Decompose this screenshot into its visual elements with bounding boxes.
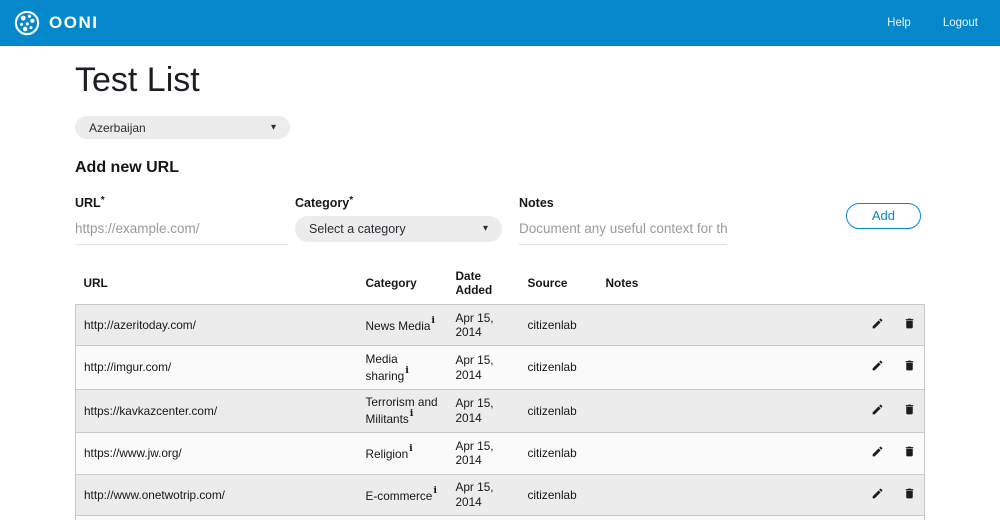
chevron-down-icon: ▾ — [270, 121, 276, 133]
required-asterisk: * — [100, 195, 105, 206]
category-cell: News Mediai — [365, 314, 436, 333]
url-cell: https://kavkazcenter.com/ — [84, 403, 218, 418]
url-cell: http://www.onetwotrip.com/ — [84, 487, 225, 502]
notes-cell — [598, 433, 847, 474]
url-field-label: URL* — [75, 195, 105, 210]
table-row: https://www.azadliq.info/ News Mediai Ap… — [75, 515, 925, 520]
add-url-heading: Add new URL — [75, 159, 179, 176]
url-table-body: http://azeritoday.com/ News Mediai Apr 1… — [75, 304, 925, 520]
notes-cell — [598, 305, 847, 346]
add-button[interactable]: Add — [845, 203, 921, 229]
source-cell: citizenlab — [527, 403, 577, 418]
row-actions — [847, 305, 925, 346]
category-field-label: Category* — [295, 195, 354, 210]
url-field-group: URL* — [75, 195, 288, 245]
url-cell: https://www.jw.org/ — [84, 446, 182, 461]
help-link[interactable]: Help — [887, 17, 911, 29]
category-cell: Religioni — [365, 443, 413, 462]
chevron-down-icon: ▾ — [482, 223, 488, 234]
edit-icon[interactable] — [871, 445, 884, 458]
source-cell: citizenlab — [527, 317, 577, 332]
row-actions — [847, 474, 925, 515]
delete-icon[interactable] — [903, 487, 916, 500]
notes-cell — [598, 516, 847, 520]
url-cell: http://azeritoday.com/ — [84, 317, 196, 332]
ooni-logo-link[interactable]: OONI — [14, 10, 98, 36]
notes-cell — [598, 346, 847, 389]
required-asterisk: * — [349, 195, 354, 206]
notes-field-label: Notes — [519, 196, 554, 210]
row-actions — [847, 516, 925, 520]
column-header-date: Date Added — [455, 269, 493, 297]
info-icon[interactable]: i — [431, 314, 436, 326]
edit-icon[interactable] — [871, 317, 884, 330]
date-added-cell: Apr 10, 2017 — [448, 516, 520, 520]
date-added-cell: Apr 15, 2014 — [455, 396, 494, 426]
country-selector[interactable]: Azerbaijan ▾ — [75, 116, 290, 139]
table-row: http://imgur.com/ Media sharingi Apr 15,… — [75, 345, 925, 390]
logout-link[interactable]: Logout — [942, 17, 978, 29]
category-cell: Media sharingi — [365, 351, 409, 383]
delete-icon[interactable] — [903, 359, 916, 372]
top-navigation-bar: OONI Help Logout — [0, 0, 1000, 46]
info-icon[interactable]: i — [409, 408, 414, 420]
table-row: http://www.onetwotrip.com/ E-commercei A… — [75, 474, 925, 516]
info-icon[interactable]: i — [433, 484, 437, 496]
column-header-url: URL — [83, 276, 108, 290]
edit-icon[interactable] — [871, 403, 884, 416]
category-cell: News Mediai — [358, 516, 448, 520]
row-actions — [847, 346, 925, 389]
category-cell: Terrorism and Militantsi — [365, 395, 438, 427]
column-header-category: Category — [365, 276, 417, 290]
notes-cell — [598, 389, 847, 432]
column-header-notes: Notes — [605, 276, 639, 290]
date-added-cell: Apr 15, 2014 — [455, 480, 494, 509]
category-field-group: Category* Select a category ▾ — [295, 195, 502, 242]
info-icon[interactable]: i — [409, 443, 413, 455]
notes-input[interactable] — [519, 216, 727, 245]
category-cell: E-commercei — [365, 484, 437, 503]
date-added-cell: Apr 15, 2014 — [455, 438, 494, 468]
add-url-form: URL* Category* Select a category ▾ Notes… — [75, 195, 925, 245]
row-actions — [847, 389, 925, 432]
url-input[interactable] — [75, 216, 288, 245]
row-actions — [847, 433, 925, 474]
table-row: http://azeritoday.com/ News Mediai Apr 1… — [75, 304, 925, 346]
table-row: https://kavkazcenter.com/ Terrorism and … — [75, 389, 925, 433]
edit-icon[interactable] — [871, 359, 884, 372]
category-select-value: Select a category — [309, 222, 406, 236]
column-header-source: Source — [527, 276, 568, 290]
ooni-logo-icon — [14, 10, 40, 36]
category-select[interactable]: Select a category ▾ — [295, 216, 502, 242]
delete-icon[interactable] — [903, 403, 916, 416]
notes-field-group: Notes — [519, 196, 727, 245]
source-cell: citizenlab — [527, 487, 577, 502]
top-nav-links: Help Logout — [887, 17, 982, 29]
brand-wordmark: OONI — [49, 13, 99, 32]
notes-cell — [598, 474, 847, 515]
source-cell: citizenlab — [527, 360, 577, 375]
column-header-actions — [847, 266, 925, 305]
source-cell: citizenlab — [527, 446, 577, 461]
main-content: Test List Azerbaijan ▾ Add new URL URL* … — [75, 61, 925, 520]
info-icon[interactable]: i — [405, 364, 409, 376]
table-row: https://www.jw.org/ Religioni Apr 15, 20… — [75, 432, 925, 475]
source-cell: OONI — [520, 516, 598, 520]
date-added-cell: Apr 15, 2014 — [455, 310, 494, 340]
url-cell: http://imgur.com/ — [84, 360, 172, 375]
url-cell: https://www.azadliq.info/ — [76, 516, 358, 520]
url-table-header: URL Category Date Added Source Notes — [76, 266, 925, 305]
delete-icon[interactable] — [903, 317, 916, 330]
delete-icon[interactable] — [903, 445, 916, 458]
url-table: URL Category Date Added Source Notes htt… — [75, 266, 925, 520]
date-added-cell: Apr 15, 2014 — [455, 352, 494, 382]
edit-icon[interactable] — [871, 487, 884, 500]
page-title: Test List — [75, 61, 200, 99]
country-selector-value: Azerbaijan — [89, 120, 146, 135]
